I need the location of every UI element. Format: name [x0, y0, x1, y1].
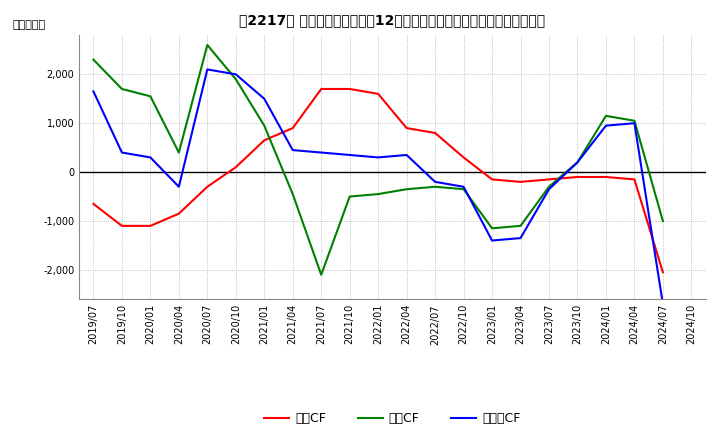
営業CF	[573, 174, 582, 180]
営業CF	[232, 165, 240, 170]
投資CF	[516, 223, 525, 228]
Title: ［2217］ キャッシュフローの12か月移動合計の対前年同期増減額の推移: ［2217］ キャッシュフローの12か月移動合計の対前年同期増減額の推移	[239, 13, 546, 27]
営業CF	[146, 223, 155, 228]
投資CF	[602, 113, 611, 118]
フリーCF	[174, 184, 183, 189]
フリーCF	[289, 147, 297, 153]
投資CF	[374, 191, 382, 197]
営業CF	[260, 138, 269, 143]
フリーCF	[516, 235, 525, 241]
投資CF	[174, 150, 183, 155]
フリーCF	[232, 72, 240, 77]
営業CF	[402, 125, 411, 131]
営業CF	[630, 177, 639, 182]
フリーCF	[89, 89, 98, 94]
フリーCF	[573, 160, 582, 165]
投資CF	[459, 187, 468, 192]
営業CF	[545, 177, 554, 182]
投資CF	[659, 218, 667, 224]
フリーCF	[117, 150, 126, 155]
Line: 営業CF: 営業CF	[94, 89, 663, 272]
営業CF	[174, 211, 183, 216]
フリーCF	[659, 301, 667, 307]
営業CF	[516, 179, 525, 184]
営業CF	[203, 184, 212, 189]
投資CF	[317, 272, 325, 277]
営業CF	[602, 174, 611, 180]
投資CF	[431, 184, 439, 189]
Line: 投資CF: 投資CF	[94, 45, 663, 275]
営業CF	[89, 201, 98, 206]
投資CF	[232, 77, 240, 82]
投資CF	[260, 123, 269, 128]
営業CF	[317, 86, 325, 92]
営業CF	[459, 155, 468, 160]
投資CF	[289, 191, 297, 197]
営業CF	[346, 86, 354, 92]
フリーCF	[402, 152, 411, 158]
Legend: 営業CF, 投資CF, フリーCF: 営業CF, 投資CF, フリーCF	[259, 407, 526, 430]
投資CF	[630, 118, 639, 123]
投資CF	[545, 184, 554, 189]
フリーCF	[203, 67, 212, 72]
営業CF	[487, 177, 496, 182]
営業CF	[659, 270, 667, 275]
フリーCF	[146, 155, 155, 160]
フリーCF	[317, 150, 325, 155]
Line: フリーCF: フリーCF	[94, 70, 663, 304]
投資CF	[146, 94, 155, 99]
営業CF	[374, 91, 382, 96]
Y-axis label: （百万円）: （百万円）	[12, 20, 45, 30]
フリーCF	[374, 155, 382, 160]
営業CF	[431, 130, 439, 136]
投資CF	[573, 160, 582, 165]
フリーCF	[459, 184, 468, 189]
フリーCF	[431, 179, 439, 184]
投資CF	[117, 86, 126, 92]
営業CF	[289, 125, 297, 131]
投資CF	[89, 57, 98, 62]
投資CF	[487, 226, 496, 231]
フリーCF	[346, 152, 354, 158]
フリーCF	[630, 121, 639, 126]
フリーCF	[260, 96, 269, 101]
営業CF	[117, 223, 126, 228]
投資CF	[346, 194, 354, 199]
投資CF	[402, 187, 411, 192]
フリーCF	[545, 187, 554, 192]
投資CF	[203, 42, 212, 48]
フリーCF	[487, 238, 496, 243]
フリーCF	[602, 123, 611, 128]
